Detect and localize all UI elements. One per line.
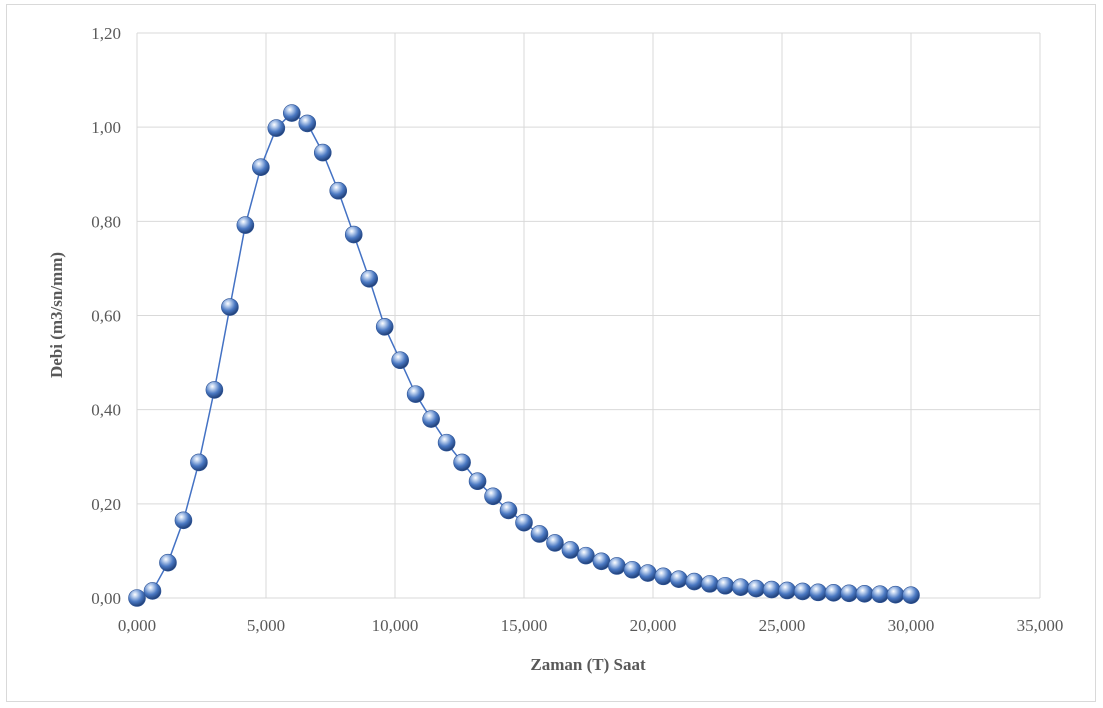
data-point xyxy=(375,317,394,336)
data-point xyxy=(128,589,146,607)
data-point xyxy=(313,143,332,162)
data-point xyxy=(360,269,379,288)
data-point xyxy=(608,557,626,575)
data-point xyxy=(902,586,920,604)
data-point xyxy=(159,553,177,572)
x-tick-label: 25,000 xyxy=(759,616,806,635)
y-tick-label: 0,20 xyxy=(91,495,121,514)
data-point xyxy=(143,582,162,600)
data-point xyxy=(344,225,363,244)
data-point xyxy=(793,582,812,601)
x-tick-label: 0,000 xyxy=(118,616,156,635)
data-point xyxy=(747,579,766,598)
y-tick-label: 0,40 xyxy=(91,401,121,420)
x-tick-label: 35,000 xyxy=(1017,616,1064,635)
data-point xyxy=(855,584,874,603)
data-point xyxy=(499,501,518,520)
data-point xyxy=(871,585,889,604)
data-point xyxy=(639,564,657,582)
data-point xyxy=(809,583,827,602)
data-point xyxy=(484,487,502,506)
data-point xyxy=(886,585,905,604)
data-point xyxy=(221,298,239,316)
data-point xyxy=(577,546,595,565)
y-tick-label: 1,00 xyxy=(91,118,121,137)
x-tick-label: 15,000 xyxy=(501,616,548,635)
data-point xyxy=(530,525,549,543)
data-point xyxy=(685,572,704,591)
data-point xyxy=(190,453,208,472)
y-tick-label: 0,00 xyxy=(91,589,121,608)
data-point xyxy=(669,570,688,588)
data-point xyxy=(824,584,843,602)
data-point xyxy=(468,472,487,491)
data-point xyxy=(762,580,781,599)
data-point xyxy=(329,181,348,200)
x-tick-label: 10,000 xyxy=(372,616,419,635)
x-axis-title: Zaman (T) Saat xyxy=(530,655,646,674)
y-axis-title: Debi (m3/sn/mm) xyxy=(47,252,66,378)
y-tick-label: 0,80 xyxy=(91,212,121,231)
x-tick-label: 20,000 xyxy=(630,616,677,635)
data-point xyxy=(391,351,409,370)
data-points xyxy=(128,104,920,607)
x-tick-label: 5,000 xyxy=(247,616,285,635)
data-point xyxy=(654,567,673,586)
x-tick-label: 30,000 xyxy=(888,616,935,635)
data-point xyxy=(716,576,735,595)
data-point xyxy=(236,216,255,234)
grid-lines xyxy=(136,32,1041,599)
data-point xyxy=(778,581,796,600)
data-point xyxy=(623,560,642,579)
data-point xyxy=(406,385,425,403)
data-point xyxy=(700,575,719,593)
y-tick-label: 0,60 xyxy=(91,307,121,326)
data-point xyxy=(282,104,301,122)
chart-frame xyxy=(6,4,1096,702)
data-point xyxy=(174,511,193,530)
y-tick-label: 1,20 xyxy=(91,24,121,43)
data-point xyxy=(437,433,456,452)
data-point xyxy=(252,158,270,176)
data-point xyxy=(561,541,580,559)
data-point xyxy=(731,578,750,596)
data-point xyxy=(592,552,611,571)
data-point xyxy=(453,453,471,472)
data-point xyxy=(840,584,858,603)
data-point xyxy=(267,119,286,137)
data-point xyxy=(546,534,564,552)
data-point xyxy=(205,381,224,399)
data-point xyxy=(515,513,533,532)
data-point xyxy=(422,410,440,428)
x-tick-labels: 0,000 5,000 10,000 15,000 20,000 25,000 30,000… xyxy=(118,616,1064,635)
data-point xyxy=(298,114,317,133)
y-tick-labels: 0,00 0,20 0,40 0,60 0,80 1,00 1,20 xyxy=(91,24,121,608)
